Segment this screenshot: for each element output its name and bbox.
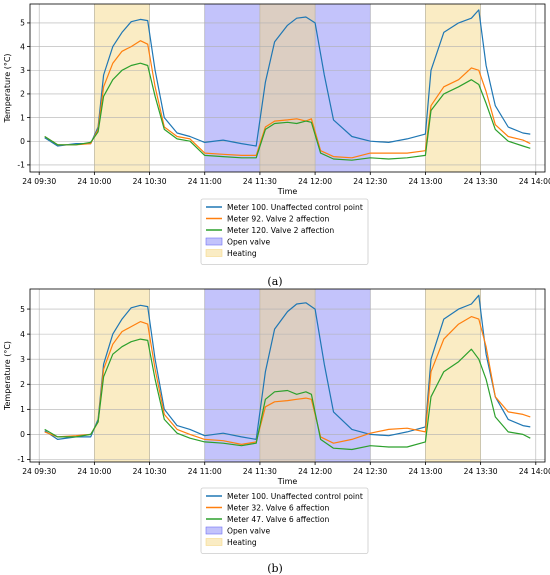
- legend: Meter 100. Unaffected control point Meter…: [200, 487, 369, 554]
- span-heating: [425, 4, 481, 172]
- y-tick-label: 1: [20, 113, 25, 122]
- legend-label: Meter 120. Valve 2 affection: [227, 226, 334, 235]
- x-tick-label: 24 13:30: [464, 467, 498, 476]
- y-tick-label: 3: [20, 66, 25, 75]
- x-tick-label: 24 10:30: [133, 467, 167, 476]
- x-tick-label: 24 09:30: [22, 467, 56, 476]
- y-tick-label: -1: [17, 455, 25, 464]
- legend-label: Open valve: [227, 526, 270, 535]
- x-tick-label: 24 13:00: [408, 177, 442, 186]
- y-tick-label: -1: [17, 161, 25, 170]
- x-tick-label: 24 10:30: [133, 177, 167, 186]
- legend-swatch-patch: [205, 526, 223, 535]
- series-line-1: [44, 294, 531, 440]
- x-axis-label: Time: [277, 477, 298, 486]
- span-heating: [259, 4, 316, 172]
- x-tick-label: 24 10:00: [77, 467, 111, 476]
- legend-swatch-patch: [205, 237, 223, 246]
- x-tick-label: 24 14:00: [519, 177, 550, 186]
- x-tick-label: 24 11:30: [243, 177, 277, 186]
- y-tick-label: 3: [20, 355, 25, 364]
- caption-b: (b): [267, 562, 283, 575]
- series-line-3: [44, 62, 531, 161]
- legend: Meter 100. Unaffected control point Meter…: [200, 198, 369, 265]
- y-tick-label: 2: [20, 380, 25, 389]
- plot-frame: [29, 3, 546, 173]
- legend-label: Heating: [227, 538, 257, 547]
- caption-a: (a): [267, 275, 283, 288]
- x-tick-label: 24 12:30: [353, 467, 387, 476]
- legend-box: [200, 198, 369, 265]
- y-axis-label: Temperature (°C): [3, 341, 12, 411]
- series-line-1: [44, 9, 531, 147]
- y-tick-label: 0: [20, 430, 25, 439]
- y-tick-label: 4: [20, 42, 25, 51]
- chart-panel-a: 24 09:30 24 10:00 24 10:30 24 11:00 24 11:30…: [3, 3, 550, 265]
- x-tick-label: 24 10:00: [77, 177, 111, 186]
- x-tick-label: 24 13:00: [408, 467, 442, 476]
- legend-swatch-patch: [205, 249, 223, 257]
- plot-frame: [29, 288, 546, 463]
- x-tick-label: 24 14:00: [519, 467, 550, 476]
- series-line-3: [44, 338, 531, 451]
- legend-box: [200, 487, 369, 554]
- series-line-2: [44, 40, 531, 159]
- x-tick-label: 24 12:30: [353, 177, 387, 186]
- legend-label: Meter 100. Unaffected control point: [227, 492, 363, 501]
- span-heating: [425, 289, 481, 462]
- y-axis-label: Temperature (°C): [3, 53, 12, 123]
- legend-label: Meter 92. Valve 2 affection: [227, 214, 330, 223]
- y-tick-label: 5: [20, 305, 25, 314]
- legend-swatch-patch: [205, 538, 223, 546]
- x-tick-label: 24 12:00: [298, 467, 332, 476]
- y-tick-label: 2: [20, 90, 25, 99]
- legend-label: Open valve: [227, 237, 270, 246]
- legend-label: Meter 100. Unaffected control point: [227, 203, 363, 212]
- legend-label: Meter 47. Valve 6 affection: [227, 515, 330, 524]
- x-tick-label: 24 11:30: [243, 467, 277, 476]
- legend-label: Meter 32. Valve 6 affection: [227, 503, 330, 512]
- y-tick-label: 1: [20, 405, 25, 414]
- span-heating: [259, 289, 316, 462]
- chart-panel-b: 24 09:30 24 10:00 24 10:30 24 11:00 24 11:30…: [3, 288, 550, 554]
- x-tick-label: 24 11:00: [188, 467, 222, 476]
- y-tick-label: 4: [20, 330, 25, 339]
- x-axis-label: Time: [277, 187, 298, 196]
- x-tick-label: 24 11:00: [188, 177, 222, 186]
- y-tick-label: 0: [20, 137, 25, 146]
- series-line-2: [44, 316, 531, 445]
- legend-label: Heating: [227, 249, 257, 258]
- x-tick-label: 24 13:30: [464, 177, 498, 186]
- x-tick-label: 24 12:00: [298, 177, 332, 186]
- x-tick-label: 24 09:30: [22, 177, 56, 186]
- y-tick-label: 5: [20, 19, 25, 28]
